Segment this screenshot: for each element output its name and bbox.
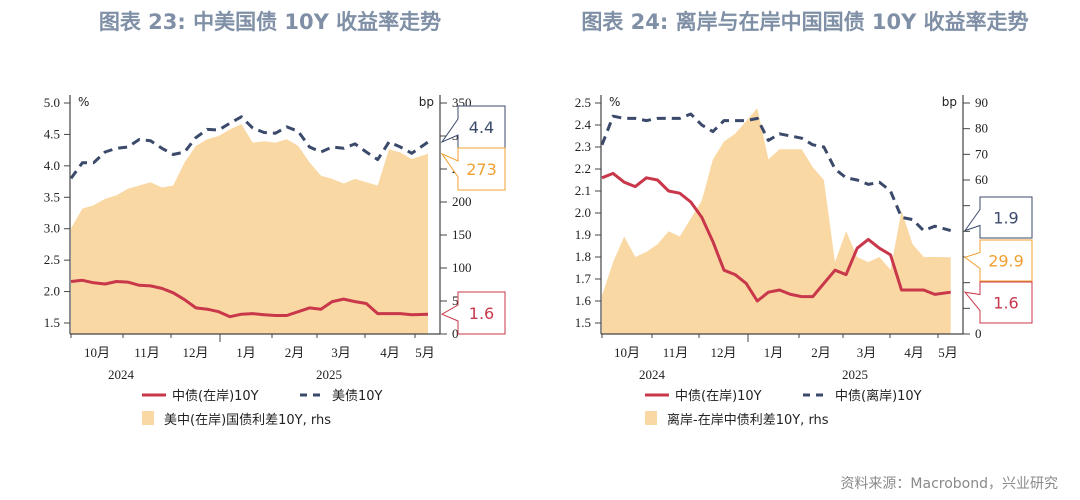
left-tick-label: 2.5 — [575, 95, 591, 110]
last-value-label: 1.6 — [469, 304, 494, 323]
left-tick-label: 1.7 — [575, 271, 592, 286]
left-tick-label: 1.5 — [44, 315, 60, 330]
month-label: 11月 — [663, 345, 689, 360]
left-tick-label: 3.5 — [44, 189, 60, 204]
spread-area — [602, 108, 951, 334]
left-tick-label: 2.2 — [575, 161, 591, 176]
left-tick-label: 5.0 — [44, 95, 60, 110]
left-tick-label: 1.8 — [575, 249, 591, 264]
left-tick-label: 1.5 — [575, 315, 591, 330]
right-unit-label: bp — [942, 95, 957, 109]
last-value-label: 1.6 — [993, 294, 1018, 313]
source-note: 资料来源：Macrobond，兴业研究 — [840, 476, 1058, 492]
legend-item: 中债(在岸)10Y — [172, 389, 259, 404]
dashed-yield-line — [69, 115, 429, 180]
month-label: 2月 — [285, 345, 305, 360]
month-label: 12月 — [710, 345, 736, 360]
right-tick-label: 100 — [452, 260, 472, 275]
spread-area — [71, 124, 428, 334]
legend-area-swatch-icon — [142, 411, 154, 425]
year-label: 2024 — [639, 367, 666, 382]
last-value-label: 4.4 — [469, 118, 494, 137]
dashed-yield-line — [600, 112, 952, 233]
last-value-callout — [440, 291, 506, 335]
year-label: 2025 — [316, 367, 342, 382]
year-label: 2025 — [842, 367, 868, 382]
month-label: 3月 — [331, 345, 351, 360]
left-tick-label: 2.0 — [575, 205, 591, 220]
left-tick-label: 3.0 — [44, 221, 60, 236]
right-tick-label: 0 — [975, 326, 982, 341]
onshore-yield-line — [70, 278, 429, 319]
month-label: 12月 — [182, 345, 208, 360]
last-value-label: 273 — [466, 160, 497, 179]
left-tick-label: 2.4 — [575, 117, 592, 132]
legend-area-swatch-icon — [645, 411, 657, 425]
left-tick-label: 1.9 — [575, 227, 591, 242]
right-tick-label: 0 — [452, 326, 459, 341]
month-label: 4月 — [380, 345, 400, 360]
month-label: 5月 — [415, 345, 435, 360]
left-tick-label: 2.1 — [575, 183, 591, 198]
left-unit-label: % — [78, 95, 89, 109]
right-unit-label: bp — [419, 95, 434, 109]
onshore-yield-line — [601, 171, 951, 303]
chart-24-title: 图表 24: 离岸与在岸中国国债 10Y 收益率走势 — [581, 10, 1028, 34]
last-value-callout — [440, 147, 506, 191]
month-label: 11月 — [134, 345, 160, 360]
legend-item: 中债(离岸)10Y — [835, 388, 922, 404]
last-value-callout — [963, 281, 1033, 324]
right-tick-label: 70 — [975, 146, 988, 161]
right-tick-label: 150 — [452, 227, 472, 242]
chart-23-title: 图表 23: 中美国债 10Y 收益率走势 — [99, 10, 441, 34]
last-value-callout — [963, 239, 1033, 282]
last-value-callout — [963, 196, 1033, 239]
year-label: 2024 — [108, 367, 135, 382]
month-label: 1月 — [236, 345, 256, 360]
legend-item: 离岸-在岸中债利差10Y, rhs — [667, 412, 829, 428]
legend-item: 美债10Y — [332, 389, 383, 404]
left-tick-label: 1.6 — [575, 293, 592, 308]
right-tick-label: 60 — [975, 172, 988, 187]
month-label: 1月 — [764, 345, 784, 360]
legend-item: 中债(在岸)10Y — [675, 389, 762, 404]
legend-item: 美中(在岸)国债利差10Y, rhs — [164, 413, 331, 428]
month-label: 10月 — [84, 345, 110, 360]
chart-23: 1.52.02.53.03.54.04.55.00501001502002503… — [44, 95, 506, 428]
month-label: 4月 — [904, 345, 924, 360]
left-unit-label: % — [609, 95, 620, 109]
chart-24: 1.5 1.6 1.7 1.8 1.9 2.0 2.1 2.2 2.3 2.4 2.5 0 60 70 80… — [575, 95, 1033, 428]
month-label: 3月 — [857, 345, 877, 360]
month-label: 10月 — [614, 345, 640, 360]
last-value-label: 1.9 — [993, 209, 1018, 228]
left-tick-label: 4.5 — [44, 126, 60, 141]
last-value-callout — [440, 105, 506, 149]
left-tick-label: 4.0 — [44, 158, 60, 173]
left-tick-label: 2.0 — [44, 284, 60, 299]
left-tick-label: 2.3 — [575, 139, 591, 154]
right-tick-label: 80 — [975, 121, 988, 136]
right-tick-label: 90 — [975, 95, 988, 110]
month-label: 5月 — [938, 345, 958, 360]
month-label: 2月 — [811, 345, 831, 360]
left-tick-label: 2.5 — [44, 252, 60, 267]
last-value-label: 29.9 — [988, 252, 1024, 271]
right-tick-label: 200 — [452, 194, 472, 209]
